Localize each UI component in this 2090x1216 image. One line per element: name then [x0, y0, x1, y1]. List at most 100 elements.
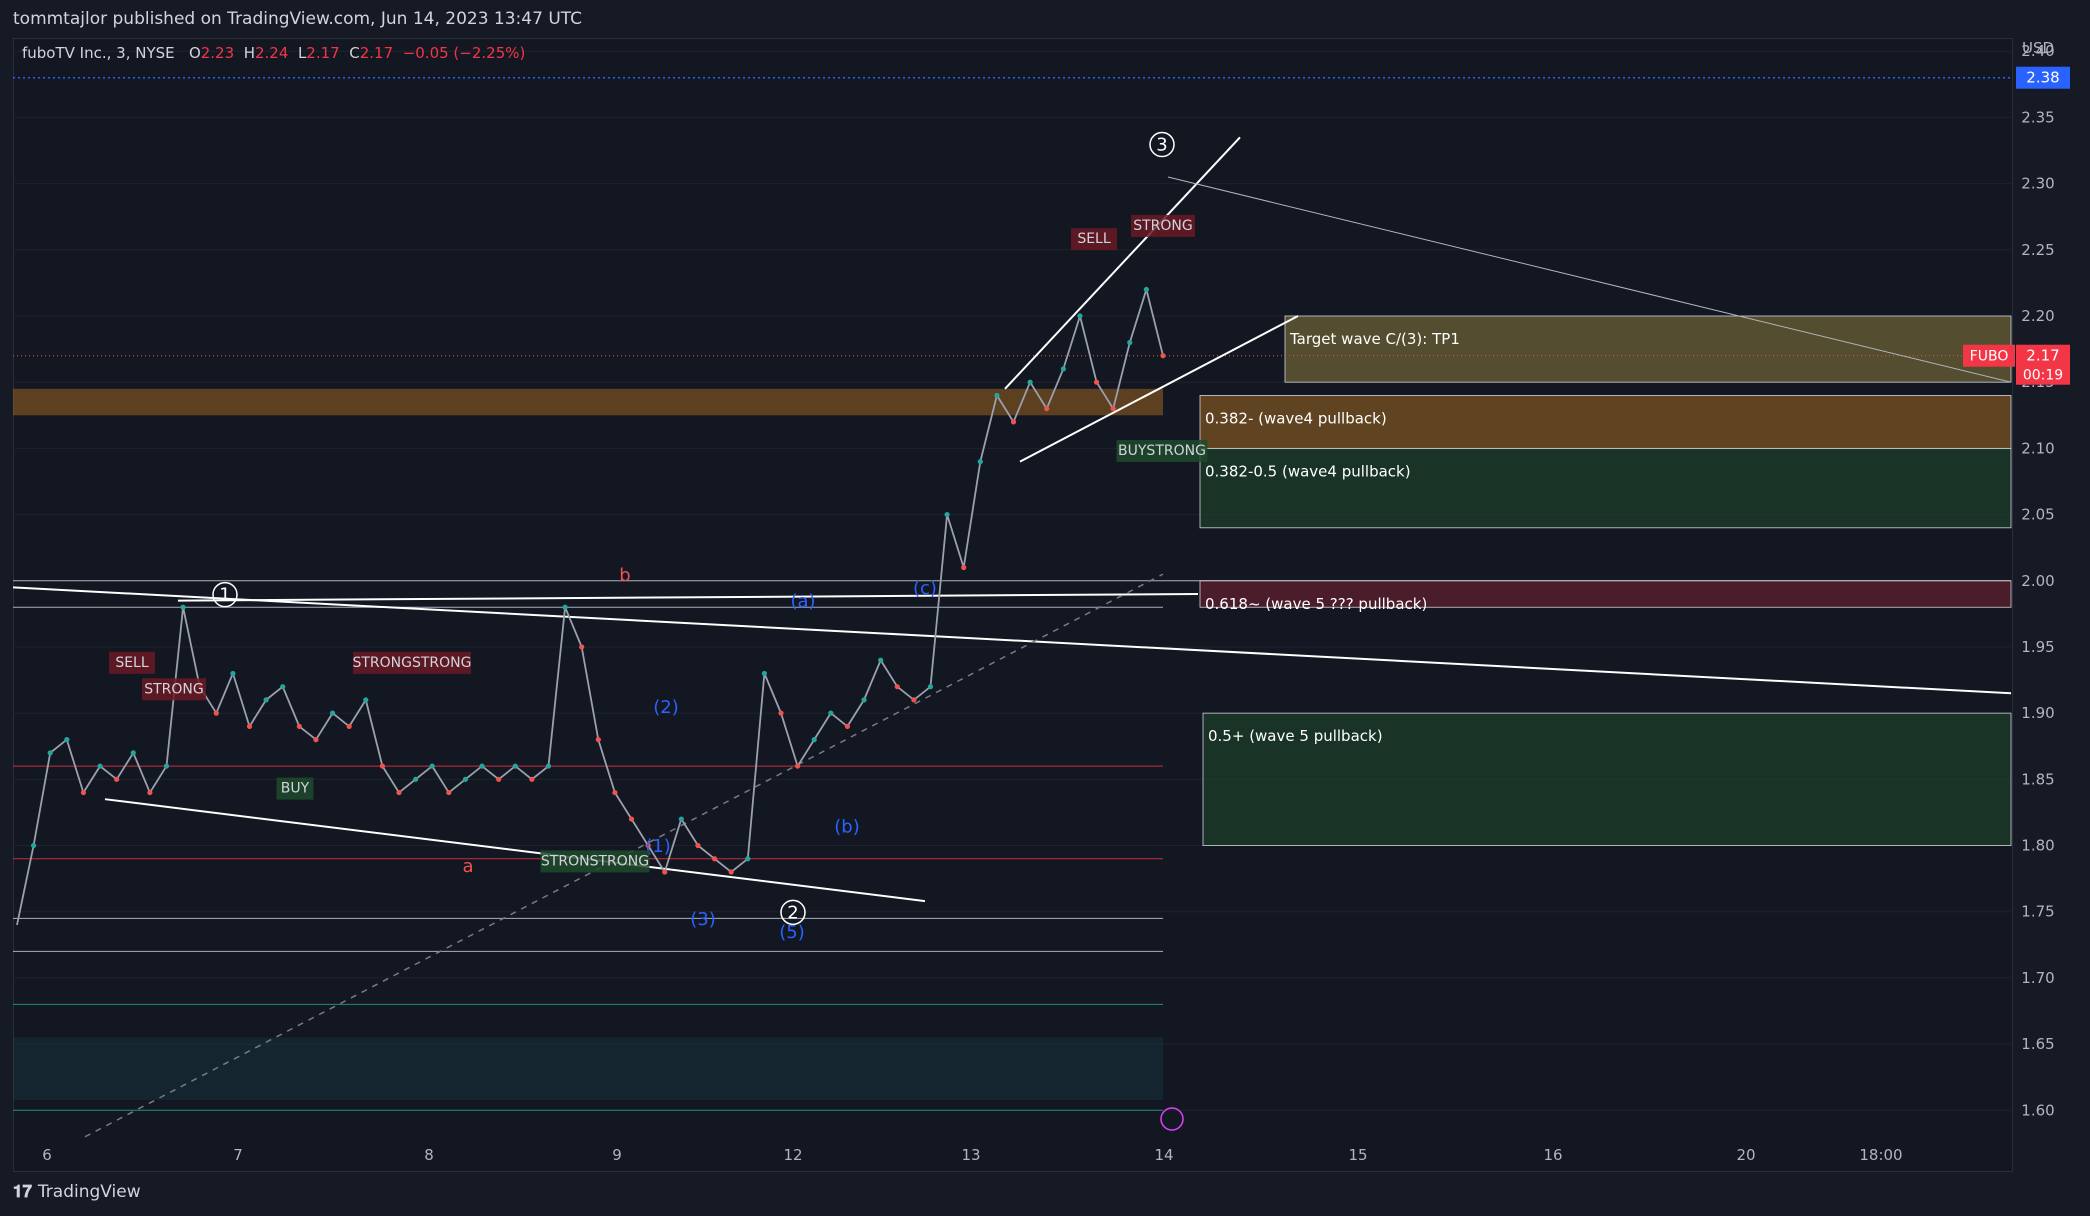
price-point	[612, 789, 618, 796]
price-point	[1143, 286, 1149, 293]
price-point	[745, 856, 751, 862]
signal-label: STRONGSTRONG	[352, 655, 471, 671]
y-tick-label: 1.70	[2021, 969, 2054, 987]
wave-label: (c)	[913, 578, 937, 599]
price-point	[828, 710, 834, 716]
price-point	[147, 789, 153, 796]
low-label: L	[297, 44, 307, 62]
x-tick-label: 6	[42, 1146, 52, 1164]
symbol-legend: fuboTV Inc., 3, NYSE O2.23 H2.24 L2.17 C…	[22, 44, 525, 62]
signal-box	[276, 777, 314, 800]
price-point	[695, 842, 701, 849]
ticker-badge	[1963, 344, 2015, 367]
signal-label: BUYSTRONG	[1118, 443, 1206, 459]
price-point	[114, 776, 120, 782]
open-label: O	[188, 44, 201, 62]
close-label: C	[349, 44, 360, 62]
price-point	[429, 763, 435, 769]
price-point	[80, 789, 87, 796]
signal-label: STRONSTRONG	[541, 853, 649, 869]
price-point	[545, 763, 552, 769]
price-point	[761, 670, 767, 677]
y-tick-label: 1.95	[2021, 638, 2054, 656]
open-value: 2.23	[200, 44, 235, 62]
teal-band	[13, 1037, 1163, 1100]
channel-upper	[1004, 136, 1241, 390]
price-point	[778, 710, 784, 716]
currency-label: USD	[2022, 39, 2054, 57]
alert-price-label: 2.38	[2026, 69, 2059, 87]
price-point	[961, 564, 967, 571]
signal-box	[142, 678, 206, 701]
x-tick-label: 20	[1736, 1146, 1755, 1164]
high-label: H	[243, 44, 255, 62]
price-point	[811, 737, 817, 743]
price-point	[711, 856, 718, 862]
high-value: 2.24	[254, 44, 289, 62]
zone-label: 0.618~ (wave 5 ??? pullback)	[1205, 595, 1427, 613]
wave-label: (2)	[653, 697, 679, 718]
price-point	[130, 750, 136, 756]
signal-labels: SELLSELLSTRONGSTRONGBUYBUYSTRONGSTRONGST…	[109, 214, 1208, 873]
price-point	[163, 763, 170, 769]
signal-box	[109, 651, 155, 674]
lightning-icon	[1160, 1107, 1184, 1131]
x-tick-label: 18:00	[1859, 1146, 1902, 1164]
price-point	[1060, 366, 1066, 372]
price-point	[479, 763, 485, 769]
price-point	[64, 737, 70, 743]
price-point	[313, 737, 319, 743]
price-point	[878, 657, 884, 663]
close-value: 2.17	[359, 44, 394, 62]
wave-label: (a)	[790, 591, 815, 612]
y-tick-label: 1.60	[2021, 1101, 2054, 1119]
symbol-name[interactable]: fuboTV Inc., 3, NYSE	[22, 44, 175, 62]
price-point	[728, 869, 734, 875]
price-point	[346, 723, 352, 729]
x-tick-label: 13	[961, 1146, 980, 1164]
price-point	[1010, 419, 1017, 425]
price-point	[97, 763, 103, 769]
price-point	[994, 392, 1000, 399]
wave-label: (b)	[834, 816, 859, 837]
alert-badge	[2016, 66, 2070, 89]
price-badge	[2016, 344, 2070, 385]
y-tick-label: 1.80	[2021, 837, 2054, 855]
price-point	[363, 697, 369, 703]
price-point	[911, 697, 917, 703]
supply-band	[13, 388, 1163, 416]
wave-label: (1)	[645, 836, 671, 857]
zone-label: 0.5+ (wave 5 pullback)	[1208, 727, 1383, 745]
countdown-label: 00:19	[2023, 368, 2063, 384]
signal-box	[1071, 228, 1117, 251]
price-point	[379, 763, 385, 769]
price-point	[263, 697, 269, 703]
price-axis: 1.60 1.65 1.70 1.75 1.80 1.85 1.90 1.95 2.00 2.05…	[1963, 39, 2070, 1119]
wave-label: 2	[787, 902, 798, 923]
zone-box	[1199, 447, 2012, 529]
price-point	[1077, 313, 1083, 319]
signal-label: STRONG	[144, 681, 204, 697]
price-point	[280, 684, 286, 690]
price-point	[413, 776, 419, 782]
price-point	[795, 763, 801, 769]
wave-circle	[212, 581, 238, 608]
wave-circle	[1149, 131, 1175, 158]
time-axis: 6 7 8 9 12 13 14 15 16 20 18:00	[42, 1146, 1902, 1164]
signal-label: STRONG	[1133, 218, 1193, 234]
ticker-label: FUBO	[1970, 349, 2009, 365]
price-point	[1027, 379, 1033, 385]
price-point	[462, 776, 469, 782]
low-value: 2.17	[306, 44, 340, 62]
projection-line	[1167, 176, 2012, 383]
zone-box	[1202, 712, 2012, 846]
publish-line: tommtajlor published on TradingView.com,…	[13, 9, 583, 29]
price-point	[246, 723, 253, 729]
price-point	[595, 737, 601, 743]
tradingview-logo-icon: 𝟏𝟕	[13, 1182, 32, 1202]
tradingview-footer[interactable]: 𝟏𝟕 TradingView	[13, 1182, 141, 1202]
price-point	[562, 604, 568, 610]
levels	[13, 76, 2011, 1111]
wave-labels: 1 2 3 a b (a) (c) (1) (2) (3) (5) (b)	[212, 131, 1175, 943]
